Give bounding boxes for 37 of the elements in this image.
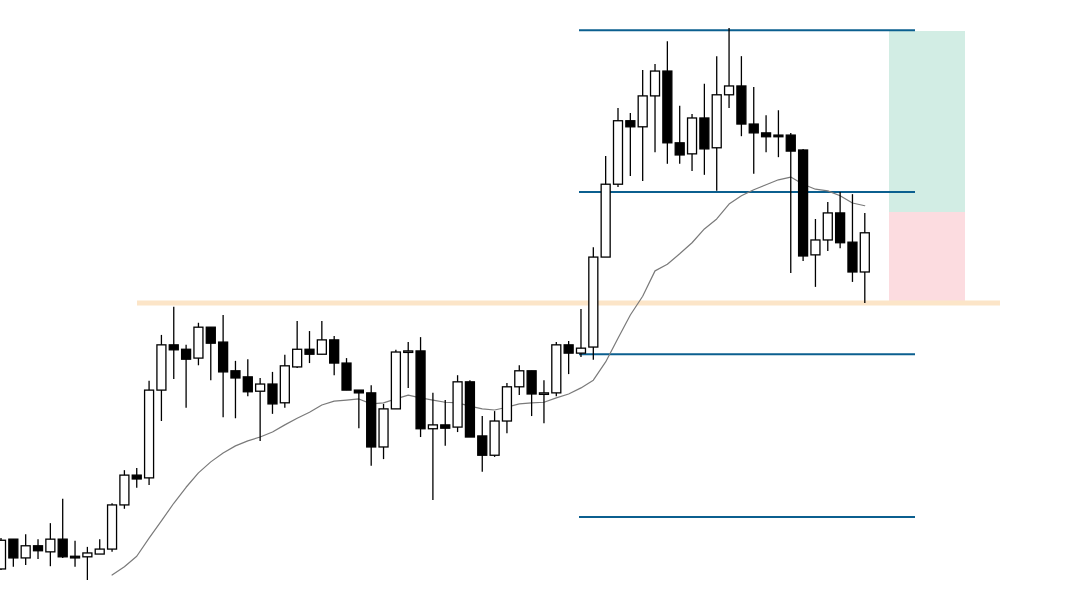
- candlestick: [477, 415, 488, 473]
- candlestick: [69, 540, 81, 568]
- candlestick: [57, 498, 68, 559]
- candlestick: [403, 341, 414, 389]
- candlestick: [304, 330, 315, 364]
- candlestick: [131, 467, 142, 489]
- candlestick: [329, 335, 340, 376]
- candlestick: [563, 340, 574, 375]
- candlestick: [723, 27, 735, 109]
- candlestick: [514, 364, 525, 396]
- candlestick: [205, 326, 216, 381]
- candlestick: [242, 358, 253, 397]
- candlestick: [625, 112, 636, 177]
- candlestick: [45, 522, 56, 567]
- candlestick: [8, 538, 19, 568]
- candlestick: [32, 538, 44, 560]
- candlestick: [748, 86, 759, 175]
- candlestick: [20, 533, 31, 566]
- candlestick: [427, 392, 439, 501]
- candlestick: [267, 371, 278, 415]
- candlestick: [785, 132, 796, 274]
- candlestick: [440, 399, 451, 447]
- candlestick: [180, 344, 192, 409]
- candlestick: [810, 218, 821, 288]
- candlestick: [353, 389, 365, 429]
- candlestick: [526, 370, 537, 417]
- candlestick: [254, 377, 266, 442]
- candlestick: [760, 114, 772, 153]
- candlestick: [575, 308, 587, 358]
- candlestick: [538, 379, 550, 424]
- candlestick: [82, 546, 93, 581]
- candlestick: [230, 360, 241, 419]
- candlestick: [773, 109, 784, 158]
- candlestick: [168, 306, 179, 380]
- candlestick: [292, 320, 303, 369]
- candlestick: [674, 105, 685, 165]
- candlestick: [316, 320, 327, 355]
